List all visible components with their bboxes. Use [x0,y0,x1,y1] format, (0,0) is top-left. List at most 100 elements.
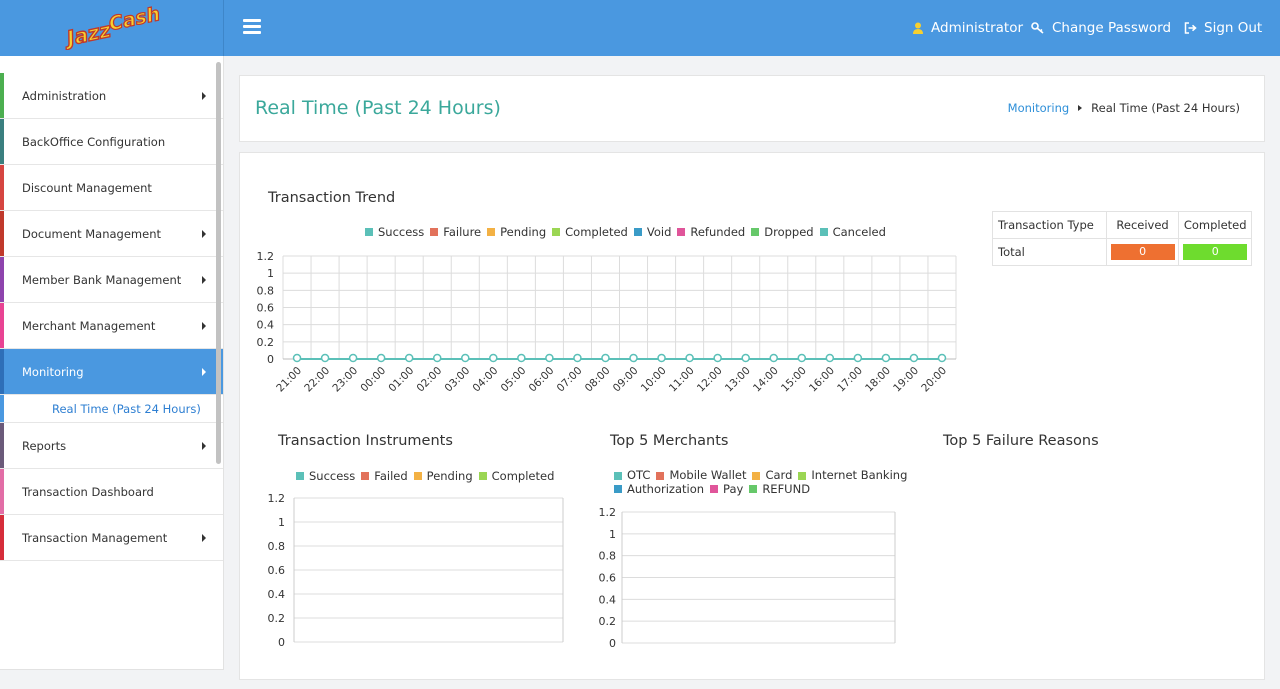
chart-title-transaction-trend: Transaction Trend [268,190,396,206]
jazzcash-logo[interactable]: Jazz Cash [62,6,162,50]
legend-item[interactable]: Pending [413,469,473,483]
data-point[interactable] [489,353,498,363]
x-tick-label: 21:00 [274,365,304,395]
legend-swatch [296,472,304,480]
data-point[interactable] [573,353,582,363]
legend-item[interactable]: Internet Banking [798,469,907,482]
legend-swatch [478,472,487,480]
data-point[interactable] [909,353,919,363]
x-tick-label: 18:00 [863,365,893,395]
legend-item[interactable]: REFUND [749,482,810,496]
data-point[interactable] [348,353,358,363]
sidebar-item-member-bank-management[interactable]: Member Bank Management [0,257,223,303]
data-point[interactable] [713,353,722,363]
legend-swatch [819,228,828,236]
transaction-trend-chart: 0 0.2 0.4 0.6 0.8 1 1.2 21:0022:0023:0000:0001:… [257,250,957,395]
top-header: Jazz Cash Administrator Change Password … [0,0,1280,56]
breadcrumb: Monitoring Real Time (Past 24 Hours) [1008,101,1240,115]
x-tick-label: 12:00 [695,365,725,395]
change-password-link[interactable]: Change Password [1031,18,1171,38]
sidebar-item-transaction-dashboard[interactable]: Transaction Dashboard [0,469,223,515]
sidebar-item-document-management[interactable]: Document Management [0,211,223,257]
legend-item[interactable]: OTC [614,469,650,482]
sidebar-item-label: Transaction Dashboard [22,484,154,499]
data-point[interactable] [657,353,666,363]
y-tick-label: 1 [278,516,285,529]
breadcrumb-monitoring[interactable]: Monitoring [1007,101,1070,115]
data-point[interactable] [937,353,947,363]
legend-item[interactable]: Failure [430,225,481,239]
user-menu[interactable]: Administrator [912,18,1023,38]
legend-item[interactable]: Completed [552,225,628,239]
legend-swatch [487,228,496,236]
data-point[interactable] [741,353,750,363]
data-point[interactable] [292,353,302,363]
data-point[interactable] [320,353,330,363]
x-tick-label: 20:00 [919,365,949,395]
sidebar-scrollbar[interactable] [216,62,221,464]
x-tick-label: 16:00 [807,365,837,395]
legend-transaction-trend: Success Failure Pending Completed Void Refund… [365,225,892,239]
legend-item[interactable]: Card [752,469,792,482]
legend-transaction-instruments: Success Failed Pending Completed [296,469,560,483]
legend-item[interactable]: Pending [487,225,546,239]
data-point[interactable] [797,353,807,363]
sidebar-item-discount-management[interactable]: Discount Management [0,165,223,211]
legend-item[interactable]: Authorization [614,482,704,496]
legend-label: Pending [500,225,547,239]
sidebar-item-backoffice-configuration[interactable]: BackOffice Configuration [0,119,223,165]
top-merchants-chart: 0 0.2 0.4 0.6 0.8 1 1.2 [599,506,896,650]
legend-item[interactable]: Failed [361,469,408,483]
sign-out-link[interactable]: Sign Out [1184,18,1262,38]
legend-label: Mobile Wallet [669,468,747,482]
legend-item[interactable]: Void [633,225,671,239]
legend-label: Dropped [764,225,814,239]
legend-item[interactable]: Success [365,225,424,239]
y-tick-label: 0.6 [599,572,617,585]
breadcrumb-current: Real Time (Past 24 Hours) [1091,101,1240,115]
data-point[interactable] [461,353,470,363]
y-tick-label: 1 [267,267,274,280]
transaction-instruments-chart: 0 0.2 0.4 0.6 0.8 1 1.2 [268,492,564,649]
sidebar-item-administration[interactable]: Administration [0,73,223,119]
data-point[interactable] [853,353,863,363]
sidebar-item-reports[interactable]: Reports [0,423,223,469]
legend-item[interactable]: Completed [478,469,554,483]
legend-item[interactable]: Dropped [751,225,814,239]
x-tick-label: 06:00 [527,365,557,395]
y-tick-label: 0.8 [599,550,617,563]
hamburger-menu-icon[interactable] [243,19,261,35]
page-header-card: Real Time (Past 24 Hours) Monitoring Rea… [239,75,1265,142]
data-point[interactable] [601,353,610,363]
data-point[interactable] [404,353,414,363]
data-point[interactable] [685,353,694,363]
legend-swatch [430,228,439,236]
data-point[interactable] [769,353,778,363]
data-point[interactable] [545,353,554,363]
sidebar-item-merchant-management[interactable]: Merchant Management [0,303,223,349]
data-point[interactable] [881,353,891,363]
sidebar-item-monitoring[interactable]: Monitoring [0,349,223,395]
sidebar-item-transaction-management[interactable]: Transaction Management [0,515,223,561]
col-transaction-type: Transaction Type [992,211,1107,239]
sidebar-item-label: Discount Management [22,180,152,195]
caret-right-icon [202,230,206,238]
legend-item[interactable]: Pay [710,482,743,496]
caret-right-icon [202,534,206,542]
data-point[interactable] [376,353,386,363]
data-point[interactable] [517,353,526,363]
legend-item[interactable]: Refunded [677,225,745,239]
legend-swatch [614,471,622,480]
legend-item[interactable]: Success [296,469,355,483]
dashboard-card: Transaction Trend Success Failure Pending C… [239,152,1265,680]
data-point[interactable] [432,353,442,363]
sidebar-item-label: Monitoring [22,364,84,379]
legend-item[interactable]: Mobile Wallet [656,469,746,482]
sidebar-subitem-real-time[interactable]: Real Time (Past 24 Hours) [0,395,223,423]
data-point[interactable] [629,353,638,363]
data-point[interactable] [825,353,835,363]
legend-label: Success [378,225,425,239]
y-tick-label: 0 [609,637,616,650]
y-tick-label: 0.4 [599,593,617,606]
legend-item[interactable]: Canceled [819,225,886,239]
